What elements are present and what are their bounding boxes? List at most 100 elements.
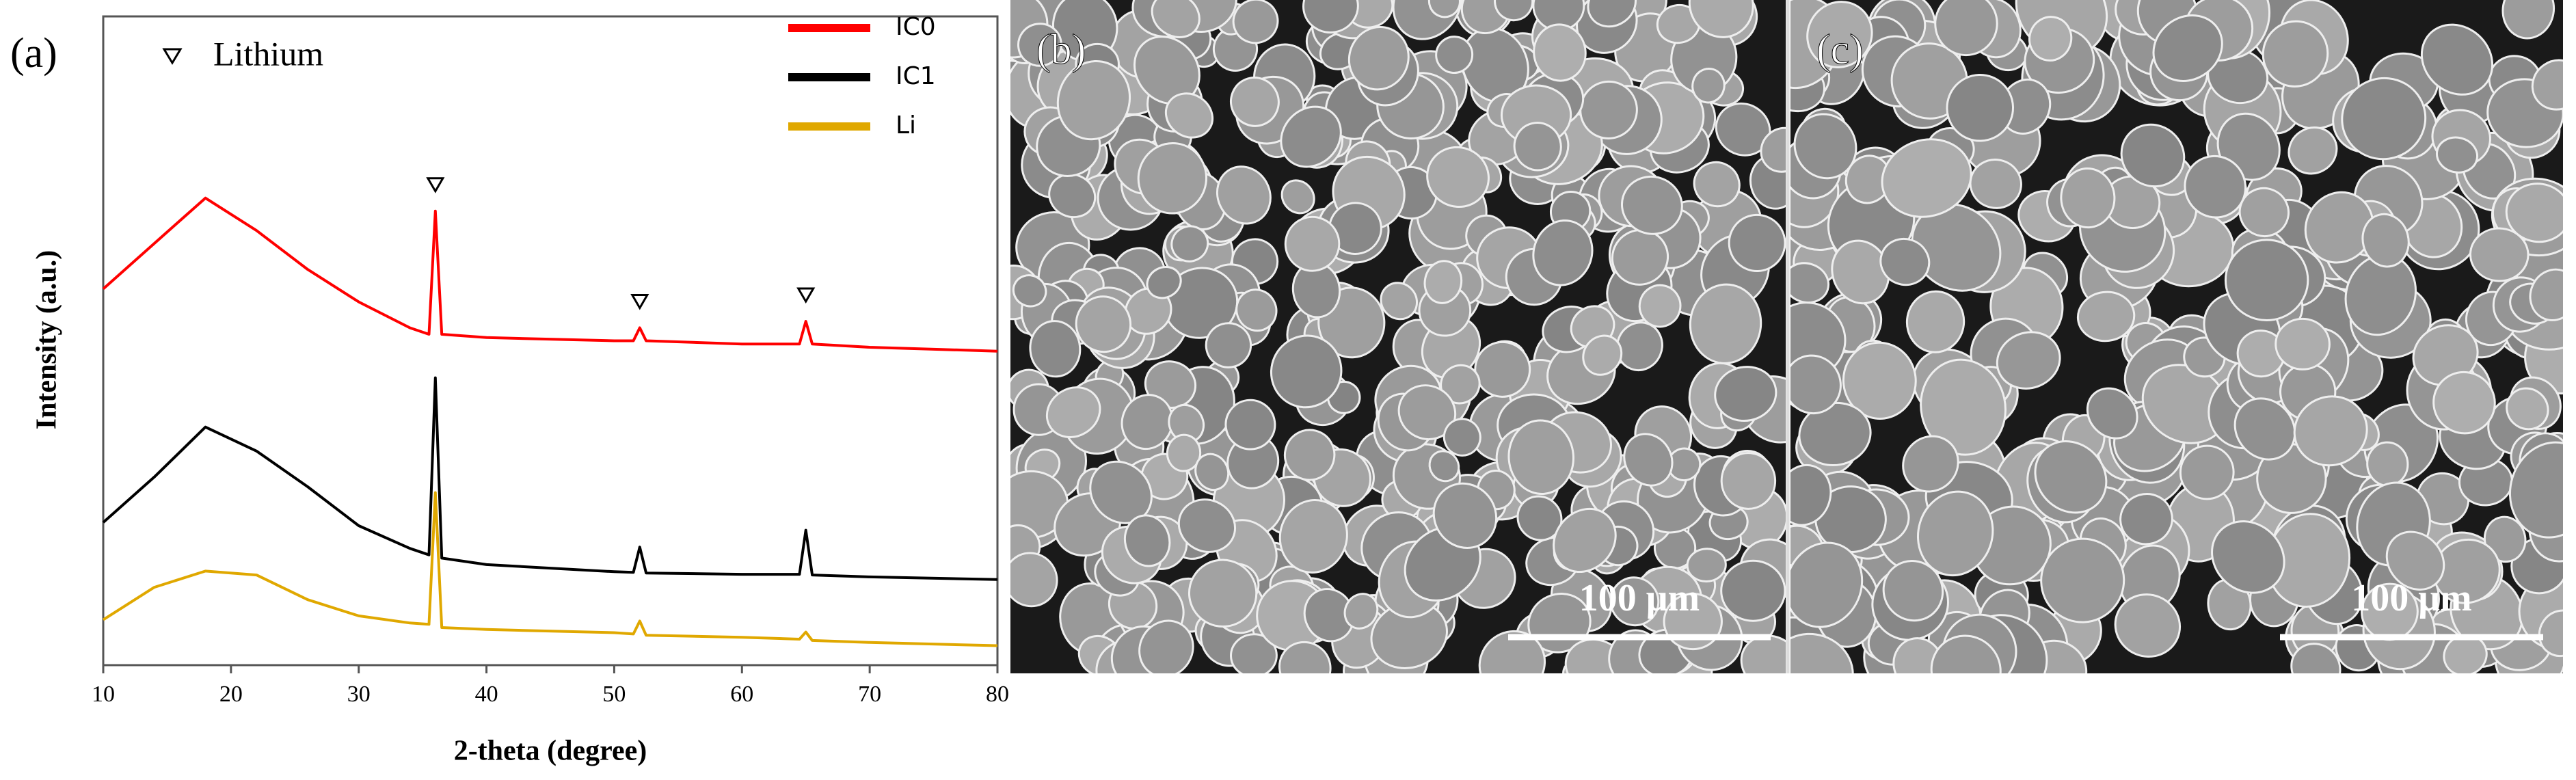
particle bbox=[2086, 387, 2138, 440]
particle bbox=[1609, 576, 1660, 627]
series-line bbox=[102, 196, 998, 353]
particle bbox=[1714, 366, 1777, 422]
panel-label: (c) bbox=[1816, 27, 1864, 73]
particle bbox=[1790, 463, 1832, 526]
particle bbox=[1188, 559, 1258, 628]
particle bbox=[1582, 334, 1623, 376]
scale-bar-label: 100 μm bbox=[2351, 577, 2471, 619]
peak-marker bbox=[630, 294, 649, 310]
particle bbox=[1224, 399, 1276, 450]
x-tick-label: 40 bbox=[475, 682, 498, 707]
plot-frame bbox=[102, 15, 999, 667]
particle bbox=[2211, 520, 2285, 594]
particle bbox=[1443, 418, 1481, 457]
particle bbox=[1216, 165, 1272, 225]
particle bbox=[1996, 331, 2061, 390]
particle bbox=[1302, 0, 1359, 33]
particle bbox=[1930, 634, 2002, 673]
particle bbox=[2385, 530, 2445, 591]
particle bbox=[2119, 493, 2173, 546]
particle bbox=[1691, 67, 1726, 104]
particle bbox=[1270, 334, 1343, 409]
particle bbox=[2238, 187, 2290, 237]
particle bbox=[1474, 340, 1531, 398]
particle bbox=[2120, 123, 2186, 188]
particle bbox=[2420, 23, 2494, 96]
particle bbox=[1881, 138, 1972, 218]
particle bbox=[2233, 397, 2296, 461]
particle bbox=[1689, 283, 1762, 364]
particle bbox=[1638, 284, 1682, 328]
particle bbox=[1235, 288, 1278, 332]
particle bbox=[1587, 0, 1637, 28]
particle bbox=[2501, 0, 2555, 40]
particle bbox=[2179, 444, 2235, 500]
particle bbox=[2341, 77, 2427, 161]
particle bbox=[1920, 358, 2007, 456]
particle bbox=[2531, 59, 2563, 111]
particle bbox=[1029, 320, 1082, 378]
particle bbox=[1123, 514, 1171, 567]
particle bbox=[2432, 538, 2501, 604]
particle bbox=[2538, 609, 2563, 658]
particle bbox=[2114, 593, 2182, 658]
particle bbox=[1232, 0, 1279, 44]
particle bbox=[1611, 228, 1669, 286]
particle bbox=[2436, 136, 2479, 174]
particle bbox=[1760, 126, 1786, 173]
panel-label: (b) bbox=[1036, 27, 1086, 73]
peak-marker bbox=[796, 287, 816, 304]
particle bbox=[2506, 387, 2549, 431]
particle bbox=[1230, 77, 1280, 127]
particle bbox=[2287, 126, 2338, 175]
particle bbox=[2060, 167, 2116, 229]
series-line bbox=[102, 376, 998, 581]
panel-label: (a) bbox=[10, 30, 57, 77]
particle bbox=[1280, 105, 1342, 168]
particle bbox=[1793, 113, 1857, 180]
x-axis-label: 2-theta (degree) bbox=[454, 736, 647, 767]
particle bbox=[1916, 490, 1994, 577]
x-tick-label: 30 bbox=[347, 682, 371, 707]
particle bbox=[1278, 641, 1332, 673]
particle bbox=[1283, 429, 1336, 481]
x-tick-label: 10 bbox=[92, 682, 115, 707]
particle bbox=[1688, 0, 1754, 38]
particle bbox=[1284, 215, 1341, 272]
sem-image bbox=[1790, 0, 2563, 673]
particle bbox=[1623, 433, 1674, 487]
particle bbox=[1693, 161, 1741, 208]
particle bbox=[2028, 16, 2073, 62]
particle bbox=[1620, 175, 1683, 235]
particle bbox=[1170, 225, 1209, 263]
particle bbox=[2529, 268, 2563, 321]
particle bbox=[1842, 341, 1917, 420]
particle bbox=[1946, 73, 2015, 142]
particle bbox=[1728, 213, 1786, 272]
particle bbox=[1017, 23, 1062, 67]
particle bbox=[1494, 0, 1534, 22]
y-axis-label: Intensity (a.u.) bbox=[31, 250, 63, 430]
x-tick-label: 50 bbox=[602, 682, 626, 707]
particle bbox=[1151, 0, 1200, 38]
particle bbox=[1532, 219, 1594, 286]
particle bbox=[2505, 183, 2563, 243]
particle bbox=[1230, 633, 1278, 673]
particle bbox=[1280, 179, 1315, 215]
particle bbox=[1343, 593, 1379, 630]
marker-legend-label: Lithium bbox=[213, 34, 323, 72]
series-line bbox=[102, 491, 998, 647]
particle bbox=[1432, 482, 1498, 549]
particle bbox=[1380, 282, 1419, 321]
particle bbox=[2184, 154, 2247, 219]
particle bbox=[1879, 237, 1931, 286]
particle bbox=[1934, 0, 1998, 57]
particle bbox=[1177, 498, 1237, 553]
particle bbox=[1478, 630, 1546, 673]
sem-image bbox=[1010, 0, 1786, 673]
particle bbox=[1806, 1, 1873, 68]
particle bbox=[2224, 239, 2309, 322]
particle bbox=[1205, 322, 1252, 368]
